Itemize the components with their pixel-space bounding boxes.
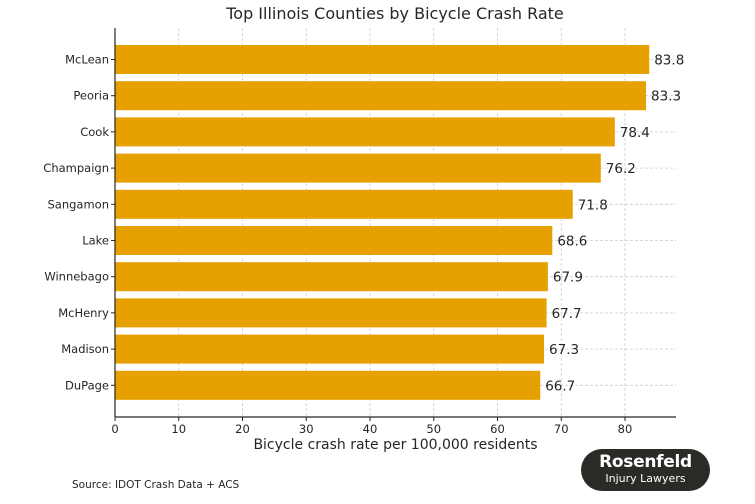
data-label: 67.7 <box>552 306 582 322</box>
bar-madison <box>115 334 545 364</box>
x-tick-label: 40 <box>363 422 378 436</box>
data-label: 76.2 <box>606 161 636 177</box>
data-label: 67.3 <box>549 342 579 358</box>
data-label: 83.8 <box>654 53 684 69</box>
x-tick-label: 50 <box>426 422 441 436</box>
data-label: 78.4 <box>620 125 650 141</box>
logo-tagline: Injury Lawyers <box>605 472 686 485</box>
logo-name: Rosenfeld <box>599 452 692 472</box>
bar-dupage <box>115 370 541 400</box>
x-tick-label: 10 <box>171 422 186 436</box>
x-tick-label: 70 <box>554 422 569 436</box>
y-tick-label: DuPage <box>65 378 109 392</box>
y-tick-label: Madison <box>61 342 109 356</box>
data-label: 66.7 <box>545 378 575 394</box>
y-tick-label: Peoria <box>73 89 109 103</box>
y-tick-label: Winnebago <box>44 270 109 284</box>
y-tick-label: Lake <box>82 234 109 248</box>
bar-cook <box>115 117 615 147</box>
data-label: 83.3 <box>651 89 681 105</box>
bar-mclean <box>115 45 650 74</box>
x-tick-label: 0 <box>111 422 118 436</box>
y-tick-label: Champaign <box>43 161 109 175</box>
source-note: Source: IDOT Crash Data + ACS <box>72 479 240 491</box>
x-tick-label: 80 <box>618 422 633 436</box>
x-axis-label: Bicycle crash rate per 100,000 residents <box>253 437 537 453</box>
y-tick-label: Sangamon <box>47 197 109 211</box>
data-label: 71.8 <box>578 197 608 213</box>
bar-mchenry <box>115 298 547 328</box>
x-tick-label: 60 <box>490 422 505 436</box>
bar-champaign <box>115 153 601 183</box>
x-tick-label: 20 <box>235 422 250 436</box>
bar-peoria <box>115 81 647 111</box>
y-tick-label: Cook <box>80 125 109 139</box>
chart-title: Top Illinois Counties by Bicycle Crash R… <box>226 4 564 23</box>
rosenfeld-logo: Rosenfeld Injury Lawyers <box>581 449 710 491</box>
data-label: 67.9 <box>553 270 583 286</box>
y-tick-label: McHenry <box>58 306 109 320</box>
bar-sangamon <box>115 189 573 219</box>
y-tick-label: McLean <box>65 53 109 67</box>
bar-winnebago <box>115 262 548 292</box>
data-label: 68.6 <box>557 234 587 250</box>
x-tick-label: 30 <box>299 422 314 436</box>
bar-lake <box>115 226 553 255</box>
